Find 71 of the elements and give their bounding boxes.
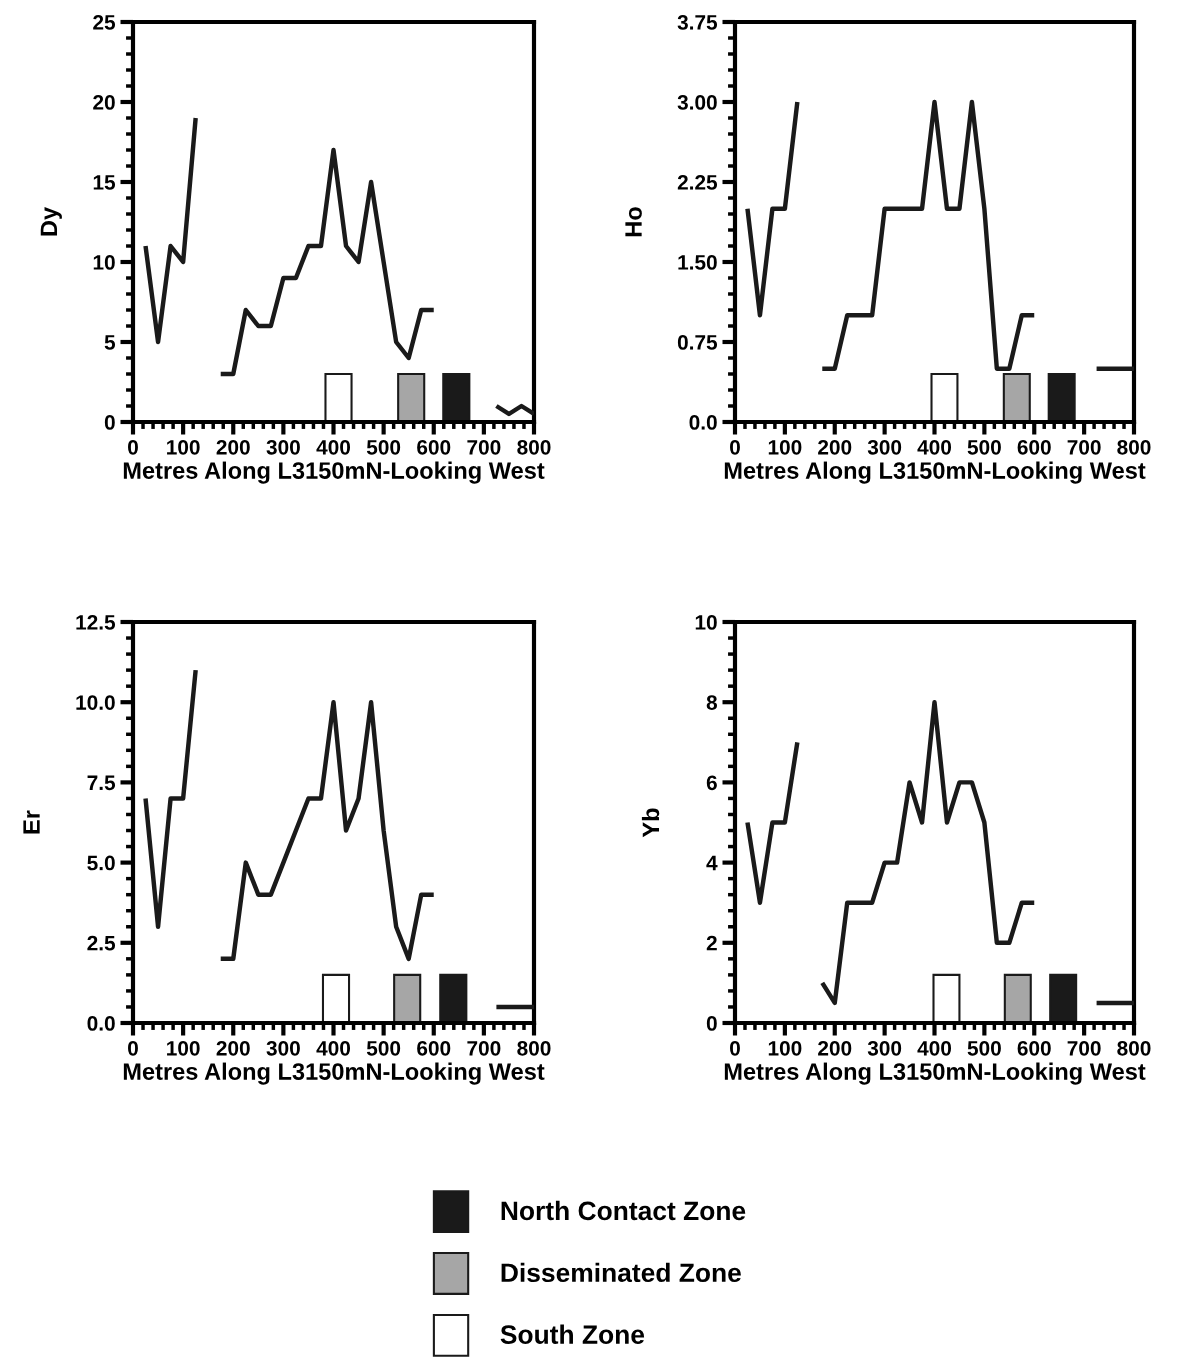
y-tick-label: 15 xyxy=(93,175,116,190)
y-tick-label: 8 xyxy=(706,695,717,710)
y-tick-label: 20 xyxy=(93,95,115,110)
y-tick-label: 5 xyxy=(104,335,116,350)
x-tick-label: 500 xyxy=(967,439,1001,455)
x-tick-label: 700 xyxy=(467,439,501,455)
x-tick-label: 0 xyxy=(128,439,138,455)
x-tick-label: 100 xyxy=(167,439,200,455)
x-tick-label: 100 xyxy=(768,439,802,455)
x-tick-label: 400 xyxy=(316,1040,351,1056)
x-tick-label: 400 xyxy=(917,1040,952,1056)
x-tick-label: 300 xyxy=(867,439,902,455)
x-tick-label: 100 xyxy=(768,1040,802,1056)
y-tick-label: 0.75 xyxy=(677,335,718,350)
y-tick-label: 10 xyxy=(695,615,717,630)
x-tick-label: 700 xyxy=(1067,1040,1101,1056)
x-tick-label: 0 xyxy=(128,1040,138,1056)
y-tick-label: 0 xyxy=(104,415,115,430)
x-tick-label: 700 xyxy=(1067,439,1101,455)
x-tick-label: 800 xyxy=(517,439,551,455)
x-tick-label: 600 xyxy=(1017,439,1051,455)
y-axis-title: Dy xyxy=(40,207,62,236)
y-tick-label: 2.25 xyxy=(677,175,718,190)
y-tick-label: 7.5 xyxy=(87,775,116,791)
x-tick-label: 300 xyxy=(266,1040,300,1056)
y-tick-label: 0 xyxy=(706,1016,717,1031)
x-tick-label: 500 xyxy=(366,1040,401,1056)
x-tick-label: 600 xyxy=(417,439,451,455)
y-tick-label: 0.0 xyxy=(87,1016,115,1031)
y-tick-label: 3.75 xyxy=(677,15,718,30)
x-tick-label: 400 xyxy=(917,439,952,455)
x-axis-title: Metres Along L3150mN-Looking West xyxy=(123,461,545,484)
y-tick-label: 2 xyxy=(706,935,717,951)
y-tick-label: 2.5 xyxy=(87,935,116,951)
y-tick-label: 10 xyxy=(93,255,115,270)
x-tick-label: 200 xyxy=(216,1040,250,1056)
x-tick-label: 200 xyxy=(818,439,852,455)
x-tick-label: 800 xyxy=(517,1040,551,1056)
y-tick-label: 0.0 xyxy=(689,415,717,430)
y-tick-label: 5.0 xyxy=(87,855,115,871)
x-tick-label: 600 xyxy=(417,1040,451,1056)
x-tick-label: 400 xyxy=(316,439,351,455)
x-tick-label: 0 xyxy=(730,439,740,455)
legend-label: South Zone xyxy=(500,1324,645,1344)
y-tick-label: 12.5 xyxy=(76,615,116,630)
y-tick-label: 1.50 xyxy=(678,255,717,270)
x-tick-label: 200 xyxy=(216,439,250,455)
y-tick-label: 25 xyxy=(93,15,116,30)
x-tick-label: 500 xyxy=(967,1040,1001,1056)
y-tick-label: 10.0 xyxy=(76,695,115,710)
x-axis-title: Metres Along L3150mN-Looking West xyxy=(724,1062,1146,1085)
x-tick-label: 100 xyxy=(167,1040,200,1056)
y-axis-title: Ho xyxy=(625,207,642,237)
x-tick-label: 300 xyxy=(266,439,300,455)
x-axis-title: Metres Along L3150mN-Looking West xyxy=(123,1062,545,1085)
x-tick-label: 800 xyxy=(1117,439,1151,455)
y-tick-label: 6 xyxy=(706,775,717,791)
x-tick-label: 0 xyxy=(730,1040,740,1056)
legend-label: North Contact Zone xyxy=(501,1200,746,1221)
y-axis-title: Yb xyxy=(641,808,660,838)
y-tick-label: 4 xyxy=(706,855,718,871)
y-axis-title: Er xyxy=(23,810,40,834)
legend-label: Disseminated Zone xyxy=(501,1262,741,1283)
x-tick-label: 800 xyxy=(1117,1040,1151,1056)
x-tick-label: 200 xyxy=(818,1040,852,1056)
x-axis-title: Metres Along L3150mN-Looking West xyxy=(724,461,1146,484)
x-tick-label: 700 xyxy=(467,1040,501,1056)
x-tick-label: 300 xyxy=(867,1040,902,1056)
x-tick-label: 600 xyxy=(1017,1040,1051,1056)
y-tick-label: 3.00 xyxy=(677,95,717,110)
x-tick-label: 500 xyxy=(366,439,401,455)
